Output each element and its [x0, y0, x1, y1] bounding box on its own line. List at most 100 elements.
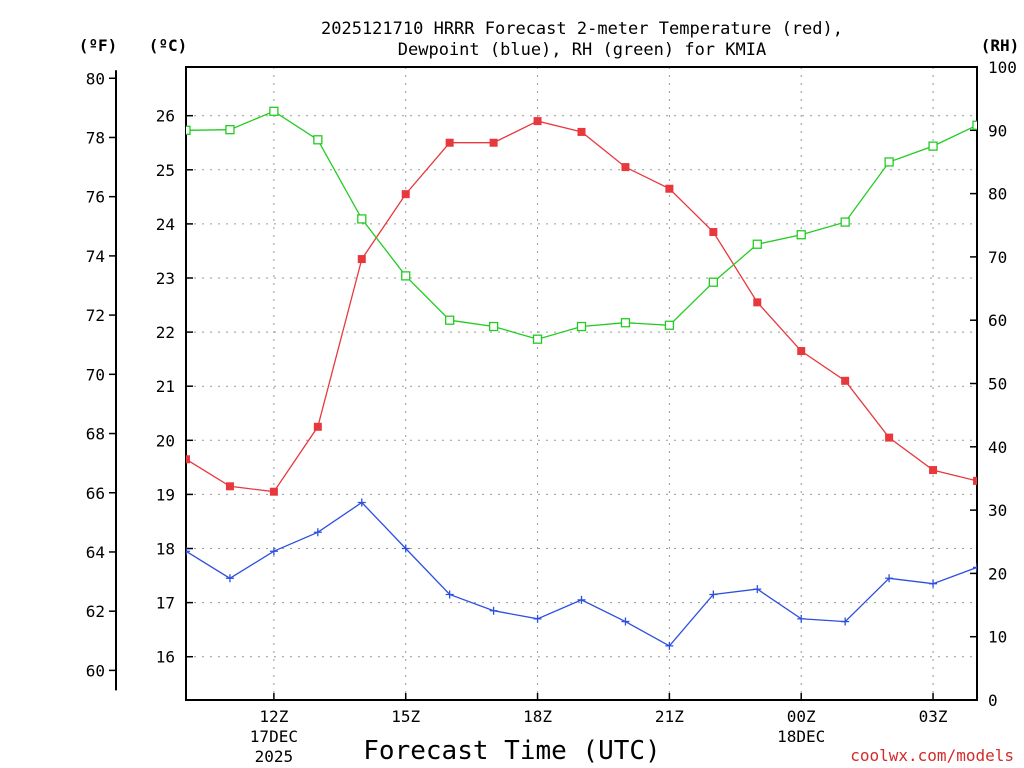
2-meter-temperature-series — [186, 117, 977, 496]
2-meter-temperature-point — [841, 376, 850, 385]
celsius-tick-label: 17 — [156, 594, 175, 613]
2-meter-temperature-point — [753, 298, 762, 307]
fahrenheit-tick-label: 74 — [86, 247, 105, 266]
time-tick-label: 18Z — [523, 707, 552, 726]
2-meter-temperature-point — [665, 184, 674, 193]
2-meter-temperature-point — [445, 138, 454, 147]
2-meter-temperature-point — [709, 228, 718, 237]
rh-point — [401, 271, 411, 281]
celsius-tick-label: 22 — [156, 323, 175, 342]
rh-point — [620, 318, 631, 328]
rh-point — [708, 277, 718, 287]
rh-point — [928, 141, 938, 151]
rh-tick-label: 70 — [988, 248, 1007, 267]
2-meter-temperature-point — [533, 117, 542, 126]
dewpoint-point — [489, 606, 498, 615]
celsius-tick-label: 24 — [156, 215, 175, 234]
dewpoint-point — [401, 544, 410, 553]
celsius-tick-label: 16 — [156, 648, 175, 667]
chart-title-line-1: 2025121710 HRRR Forecast 2-meter Tempera… — [321, 19, 843, 39]
2-meter-temperature-point — [186, 455, 190, 464]
gridlines — [186, 67, 977, 700]
dewpoint-point — [841, 617, 850, 626]
fahrenheit-tick-label: 60 — [86, 661, 105, 680]
dewpoint-point — [753, 585, 762, 594]
dewpoint-point — [269, 547, 278, 556]
date-label: 17DEC — [250, 727, 298, 746]
2-meter-temperature-point — [313, 422, 322, 431]
dewpoint-point — [186, 547, 190, 556]
rh-tick-label: 40 — [988, 438, 1007, 457]
rh-unit-label: (RH) — [981, 36, 1020, 55]
rh-point — [972, 120, 977, 130]
2-meter-temperature-point — [621, 163, 630, 172]
celsius-tick-label: 19 — [156, 485, 175, 504]
celsius-axis: 16 17 18 19 20 21 22 23 24 25 26 — [156, 107, 193, 667]
2-meter-temperature-point — [577, 127, 586, 136]
rh-axis: 0 10 20 30 40 50 60 70 80 90 100 — [970, 58, 1017, 710]
dewpoint-point — [313, 528, 322, 537]
dewpoint-point — [929, 579, 938, 588]
2-meter-temperature-point — [269, 487, 278, 496]
rh-point — [532, 334, 543, 344]
2-meter-temperature-point — [885, 433, 894, 442]
rh-point — [488, 321, 499, 332]
plot-frame — [185, 66, 978, 701]
time-tick-label: 15Z — [391, 707, 420, 726]
rh-point — [796, 230, 806, 240]
fahrenheit-tick-label: 62 — [86, 602, 105, 621]
rh-tick-label: 10 — [988, 628, 1007, 647]
rh-tick-label: 30 — [988, 501, 1007, 520]
time-tick-label: 21Z — [655, 707, 684, 726]
rh-tick-label: 50 — [988, 375, 1007, 394]
dewpoint-point — [797, 614, 806, 623]
dewpoint-point — [885, 574, 894, 583]
fahrenheit-tick-label: 78 — [86, 128, 105, 147]
fahrenheit-tick-label: 64 — [86, 543, 105, 562]
year-label: 2025 — [255, 747, 294, 766]
celsius-unit-label: (ºC) — [149, 36, 188, 55]
chart-title-line-2: Dewpoint (blue), RH (green) for KMIA — [398, 40, 766, 60]
celsius-tick-label: 26 — [156, 107, 175, 126]
rh-point — [357, 214, 367, 224]
dewpoint-point — [357, 498, 366, 507]
dewpoint-point — [621, 617, 630, 626]
rh-point — [186, 125, 191, 135]
fahrenheit-axis: 60 62 64 66 68 70 72 74 76 78 80 — [86, 69, 117, 691]
2-meter-temperature-line — [186, 120, 977, 493]
celsius-tick-label: 20 — [156, 431, 175, 450]
rh-tick-label: 90 — [988, 121, 1007, 140]
fahrenheit-tick-label: 72 — [86, 306, 105, 325]
2-meter-temperature-point — [929, 466, 938, 475]
rh-series — [186, 106, 977, 344]
rh-tick-label: 80 — [988, 185, 1007, 204]
celsius-tick-label: 25 — [156, 161, 175, 180]
dewpoint-point — [445, 590, 454, 599]
rh-point — [225, 125, 235, 135]
rh-point — [752, 239, 762, 249]
dewpoint-point — [709, 590, 718, 599]
time-tick-label: 03Z — [919, 707, 948, 726]
2-meter-temperature-point — [225, 482, 234, 491]
dewpoint-point — [577, 595, 586, 604]
rh-point — [313, 135, 323, 145]
rh-tick-label: 0 — [988, 691, 998, 710]
rh-point — [576, 321, 587, 332]
series-layer — [186, 106, 977, 650]
fahrenheit-tick-label: 80 — [86, 69, 105, 88]
2-meter-temperature-point — [973, 476, 977, 485]
rh-point — [269, 106, 279, 116]
date-label: 18DEC — [777, 727, 825, 746]
fahrenheit-tick-label: 76 — [86, 188, 105, 207]
2-meter-temperature-point — [797, 347, 806, 356]
rh-tick-label: 60 — [988, 311, 1007, 330]
celsius-tick-label: 23 — [156, 269, 175, 288]
rh-point — [445, 315, 455, 325]
credit-link[interactable]: coolwx.com/models — [850, 746, 1014, 765]
rh-point — [884, 157, 894, 167]
x-axis-title: Forecast Time (UTC) — [363, 736, 660, 766]
dewpoint-point — [225, 574, 234, 583]
time-tick-label: 12Z — [259, 707, 288, 726]
fahrenheit-unit-label: (ºF) — [79, 36, 118, 55]
